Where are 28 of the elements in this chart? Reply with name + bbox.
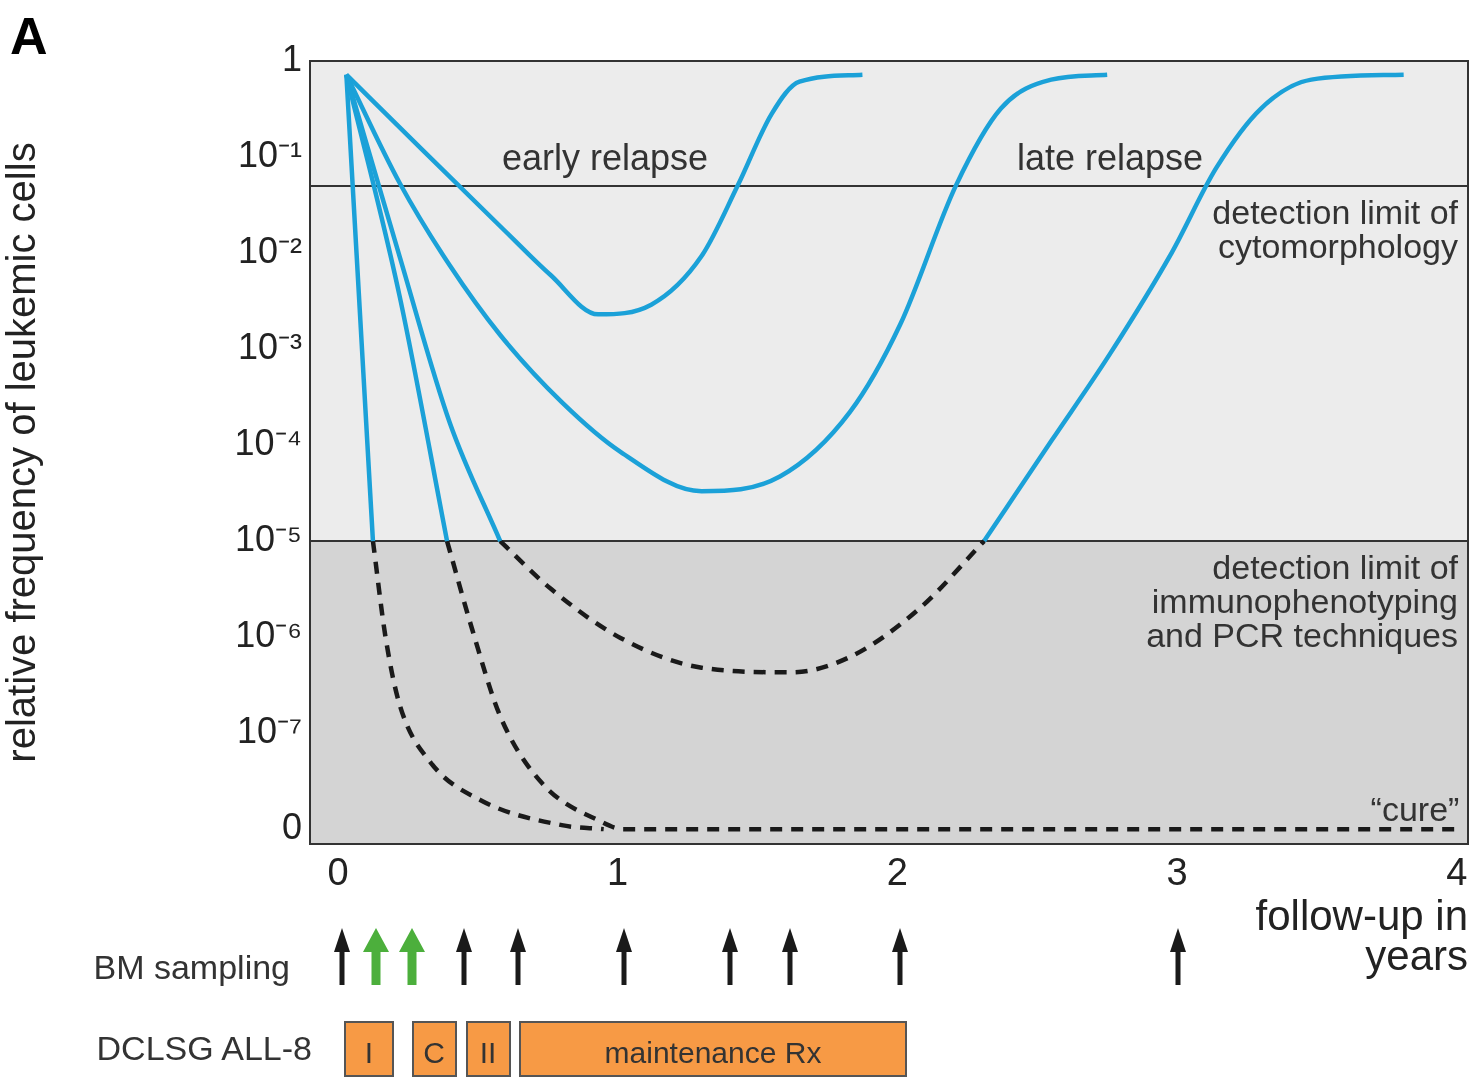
y-tick-label: 0: [281, 806, 302, 848]
x-tick-label: 1: [607, 851, 629, 894]
chart-title: A: [10, 7, 48, 66]
text: maintenance Rx: [604, 1035, 822, 1069]
x-tick-label: 3: [1166, 851, 1188, 894]
text: II: [479, 1035, 497, 1069]
y-tick-label: 10⁻⁵: [235, 518, 302, 559]
text: C: [423, 1035, 445, 1069]
y-axis-title: relative frequency of leukemic cells: [0, 142, 44, 763]
ref-line-label: detection limit of cytomorphology: [1212, 193, 1459, 266]
x-tick-label: 0: [327, 851, 349, 894]
annotation: early relapse: [501, 136, 709, 178]
text: I: [364, 1035, 374, 1069]
x-tick-label: 4: [1446, 851, 1468, 894]
annotation: “cure”: [1370, 790, 1460, 829]
y-tick-label: 10⁻¹: [237, 133, 303, 175]
y-tick-label: 10⁻²: [237, 229, 303, 271]
band-label: detection limit of immunophenotyping and PCR techniques: [1146, 548, 1459, 655]
y-tick-label: 10⁻⁴: [234, 421, 302, 463]
annotation: late relapse: [1016, 136, 1204, 178]
y-tick-label: 1: [281, 37, 302, 79]
y-tick-label: 10⁻⁶: [235, 614, 302, 656]
text: BM sampling: [93, 948, 290, 986]
y-tick-label: 10⁻⁷: [236, 710, 302, 752]
x-axis-title: follow-up in years: [1255, 892, 1468, 979]
y-tick-label: 10⁻³: [237, 325, 303, 367]
text: DCLSG ALL-8: [96, 1029, 312, 1067]
x-tick-label: 2: [886, 851, 908, 894]
